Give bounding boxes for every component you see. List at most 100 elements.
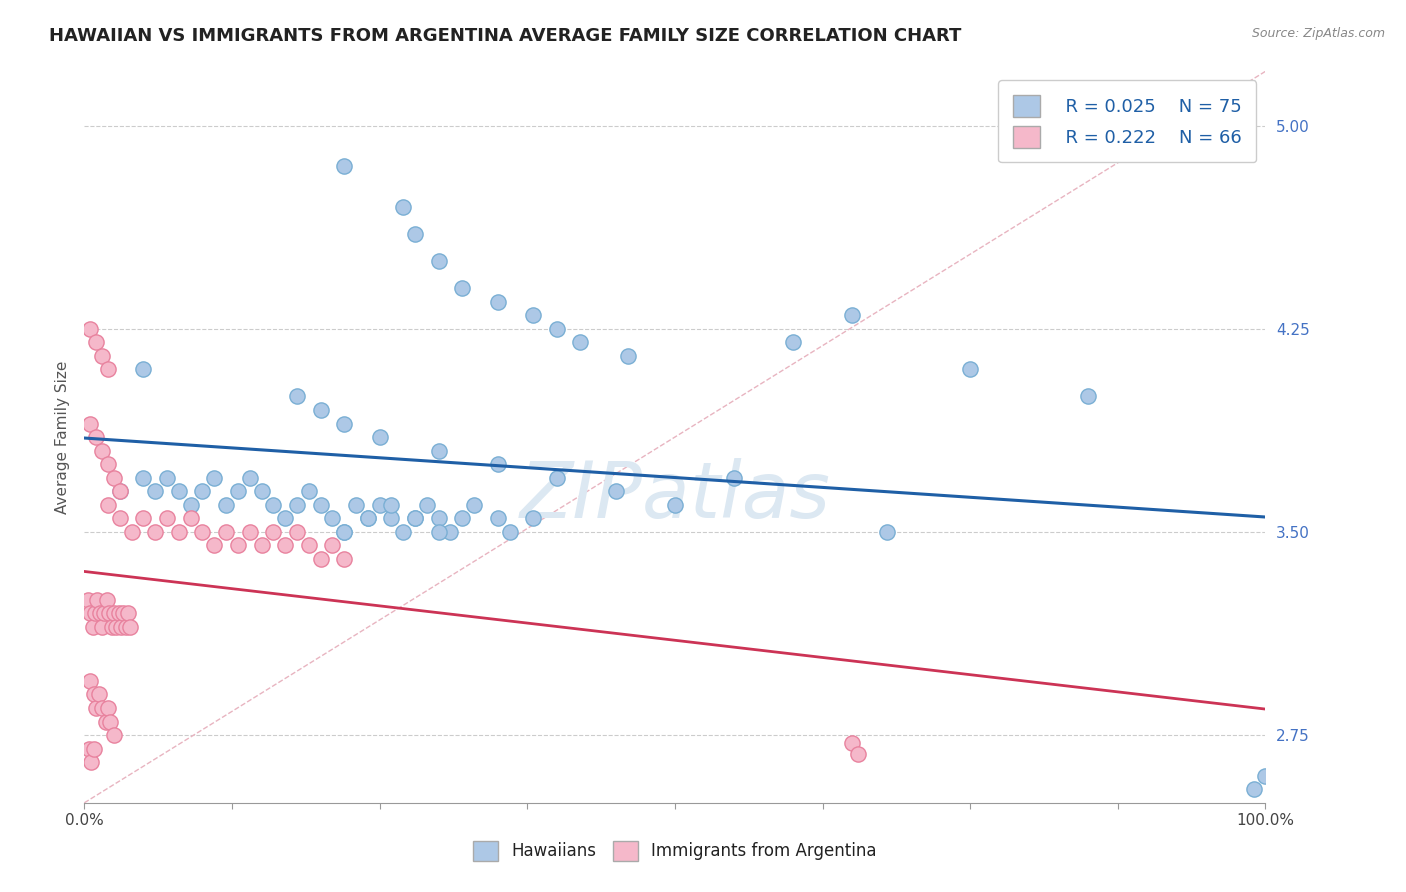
Point xyxy=(357,511,380,525)
Point xyxy=(368,498,391,512)
Point xyxy=(215,498,238,512)
Point xyxy=(333,524,356,539)
Point xyxy=(486,511,509,525)
Point xyxy=(97,362,120,376)
Point xyxy=(191,484,214,499)
Point xyxy=(108,484,131,499)
Point xyxy=(522,308,544,322)
Point xyxy=(427,443,450,458)
Point xyxy=(392,524,415,539)
Point xyxy=(782,335,804,350)
Point xyxy=(89,606,111,620)
Point xyxy=(226,538,249,552)
Point xyxy=(876,524,898,539)
Point xyxy=(274,538,297,552)
Point xyxy=(112,606,135,620)
Point xyxy=(380,511,402,525)
Point xyxy=(285,524,308,539)
Point xyxy=(117,606,139,620)
Point xyxy=(1254,769,1277,783)
Point xyxy=(84,606,107,620)
Point xyxy=(97,701,120,715)
Point xyxy=(664,498,686,512)
Point xyxy=(368,430,391,444)
Point xyxy=(79,606,101,620)
Point xyxy=(285,498,308,512)
Point xyxy=(723,471,745,485)
Legend: Hawaiians, Immigrants from Argentina: Hawaiians, Immigrants from Argentina xyxy=(467,834,883,868)
Point xyxy=(97,457,120,471)
Y-axis label: Average Family Size: Average Family Size xyxy=(55,360,70,514)
Point xyxy=(239,471,262,485)
Point xyxy=(100,620,122,634)
Point xyxy=(103,728,125,742)
Point xyxy=(285,389,308,403)
Point xyxy=(80,755,103,769)
Point xyxy=(226,484,249,499)
Point xyxy=(202,538,225,552)
Point xyxy=(132,471,155,485)
Point xyxy=(357,511,380,525)
Point xyxy=(191,524,214,539)
Point xyxy=(250,484,273,499)
Point xyxy=(333,417,356,431)
Text: ZIPatlas: ZIPatlas xyxy=(519,458,831,533)
Point xyxy=(108,484,131,499)
Point xyxy=(110,620,132,634)
Point xyxy=(404,511,426,525)
Point xyxy=(103,606,125,620)
Point xyxy=(84,701,107,715)
Point xyxy=(98,606,121,620)
Point xyxy=(83,688,105,702)
Point xyxy=(121,524,143,539)
Point xyxy=(250,538,273,552)
Point xyxy=(84,430,107,444)
Point xyxy=(439,524,461,539)
Text: Source: ZipAtlas.com: Source: ZipAtlas.com xyxy=(1251,27,1385,40)
Point xyxy=(605,484,627,499)
Point xyxy=(96,592,118,607)
Point xyxy=(108,511,131,525)
Point xyxy=(333,159,356,173)
Point xyxy=(333,524,356,539)
Point xyxy=(107,606,129,620)
Point xyxy=(91,701,114,715)
Point xyxy=(105,620,128,634)
Point xyxy=(427,511,450,525)
Point xyxy=(309,498,332,512)
Point xyxy=(215,524,238,539)
Point xyxy=(333,552,356,566)
Point xyxy=(98,714,121,729)
Point xyxy=(77,741,100,756)
Point xyxy=(79,322,101,336)
Point xyxy=(392,200,415,214)
Point xyxy=(522,511,544,525)
Point xyxy=(84,335,107,350)
Point xyxy=(132,362,155,376)
Point xyxy=(546,471,568,485)
Point xyxy=(309,552,332,566)
Point xyxy=(86,592,108,607)
Point xyxy=(91,349,114,363)
Point xyxy=(82,620,104,634)
Point xyxy=(167,484,190,499)
Point xyxy=(344,498,367,512)
Point xyxy=(380,498,402,512)
Point xyxy=(87,688,110,702)
Point xyxy=(77,592,100,607)
Point xyxy=(841,736,863,750)
Point xyxy=(180,511,202,525)
Point xyxy=(167,524,190,539)
Point xyxy=(841,308,863,322)
Point xyxy=(156,511,179,525)
Point xyxy=(846,747,869,761)
Point xyxy=(427,524,450,539)
Text: HAWAIIAN VS IMMIGRANTS FROM ARGENTINA AVERAGE FAMILY SIZE CORRELATION CHART: HAWAIIAN VS IMMIGRANTS FROM ARGENTINA AV… xyxy=(49,27,962,45)
Point xyxy=(1243,782,1265,797)
Point xyxy=(94,714,117,729)
Point xyxy=(321,538,343,552)
Point xyxy=(262,524,284,539)
Point xyxy=(486,294,509,309)
Point xyxy=(298,484,321,499)
Point xyxy=(463,498,485,512)
